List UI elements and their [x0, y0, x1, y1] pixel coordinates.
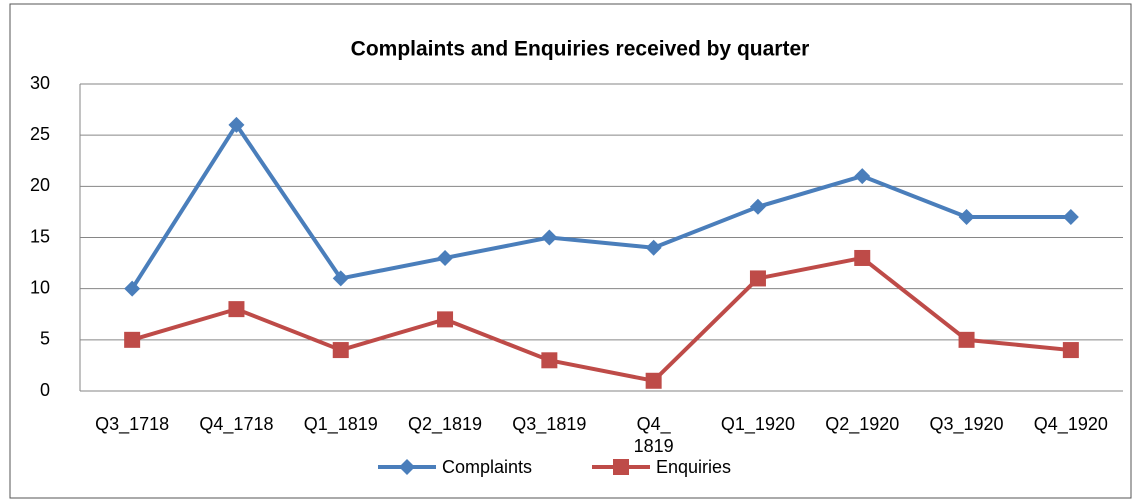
legend-label: Complaints: [442, 457, 532, 477]
chart-title: Complaints and Enquiries received by qua…: [351, 38, 810, 61]
y-tick-label: 10: [30, 277, 50, 297]
marker: [541, 229, 558, 246]
marker: [645, 372, 662, 389]
x-tick-label: Q2_1819: [408, 414, 482, 435]
y-tick-label: 5: [40, 329, 50, 349]
x-tick-label: Q4_1718: [199, 414, 273, 435]
x-tick-label: Q4_1920: [1034, 414, 1108, 435]
marker: [854, 249, 871, 266]
marker: [958, 209, 975, 226]
marker: [645, 239, 662, 256]
marker: [228, 301, 245, 318]
series-line: [130, 122, 1071, 290]
y-tick-label: 20: [30, 175, 50, 195]
y-tick-label: 0: [40, 380, 50, 400]
marker: [958, 331, 975, 348]
marker: [124, 331, 141, 348]
x-tick-label: Q1_1819: [304, 414, 378, 435]
marker: [613, 459, 629, 475]
x-tick-label: Q3_1920: [930, 414, 1004, 435]
y-tick-label: 25: [30, 124, 50, 144]
marker: [541, 352, 558, 369]
marker: [437, 249, 454, 266]
marker: [332, 270, 349, 287]
marker: [228, 116, 245, 133]
x-tick-label: Q1_1920: [721, 414, 795, 435]
y-tick-label: 30: [30, 73, 50, 93]
marker: [399, 459, 415, 475]
y-tick-label: 15: [30, 226, 50, 246]
legend-label: Enquiries: [656, 457, 731, 477]
marker: [749, 270, 766, 287]
marker: [1062, 209, 1079, 226]
x-tick-label: Q4_ 1819: [634, 414, 674, 456]
x-tick-label: Q3_1718: [95, 414, 169, 435]
x-tick-label: Q3_1819: [512, 414, 586, 435]
x-tick-label: Q2_1920: [825, 414, 899, 435]
marker: [124, 280, 141, 297]
marker: [854, 168, 871, 185]
chart-border: [9, 3, 1132, 499]
marker: [437, 311, 454, 328]
marker: [332, 342, 349, 359]
marker: [1062, 342, 1079, 359]
marker: [749, 198, 766, 215]
series-line: [131, 255, 1072, 383]
